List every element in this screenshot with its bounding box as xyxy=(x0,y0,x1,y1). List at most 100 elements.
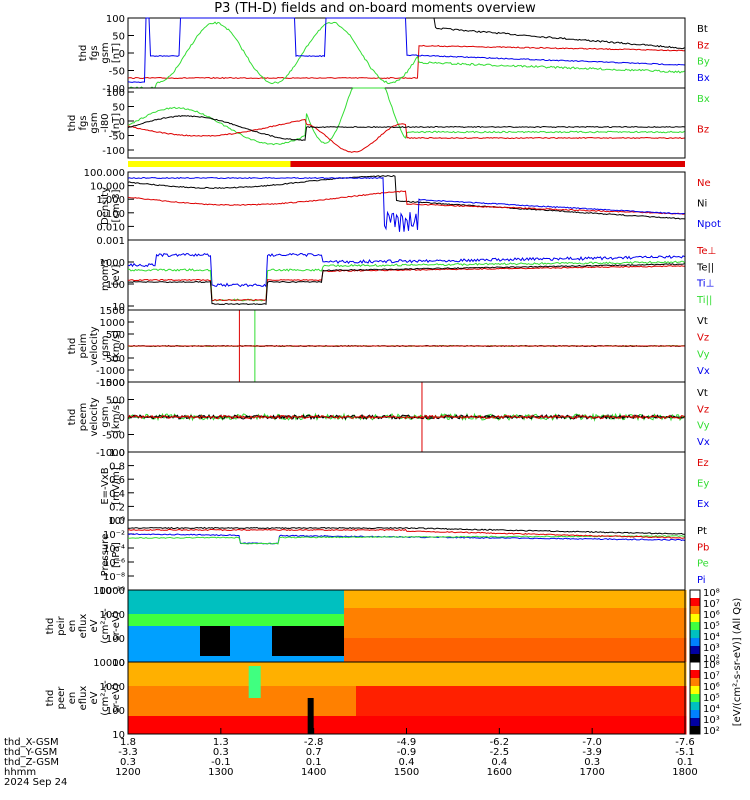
heatmap-cell xyxy=(374,674,381,681)
heatmap-cell xyxy=(650,620,657,627)
heatmap-cell xyxy=(626,602,633,609)
heatmap-cell xyxy=(626,728,633,735)
heatmap-cell xyxy=(308,626,315,633)
heatmap-cell xyxy=(212,638,219,645)
heatmap-cell xyxy=(374,602,381,609)
y-axis-label: sr-eV) xyxy=(111,611,122,640)
heatmap-cell xyxy=(386,590,393,597)
heatmap-cell xyxy=(518,608,525,615)
y-axis-label: sr-eV) xyxy=(111,683,122,712)
heatmap-cell xyxy=(140,626,147,633)
y-axis-label: [nPa] xyxy=(111,542,122,568)
heatmap-cell xyxy=(302,590,309,597)
heatmap-cell xyxy=(596,656,603,663)
heatmap-cell xyxy=(248,698,255,705)
heatmap-cell xyxy=(560,722,567,729)
heatmap-cell xyxy=(506,716,513,723)
heatmap-cell xyxy=(206,692,213,699)
heatmap-cell xyxy=(212,722,219,729)
heatmap-cell xyxy=(440,644,447,651)
heatmap-cell xyxy=(308,668,315,675)
heatmap-cell xyxy=(524,608,531,615)
heatmap-cell xyxy=(548,710,555,717)
heatmap-cell xyxy=(266,644,273,651)
heatmap-cell xyxy=(620,632,627,639)
heatmap-cell xyxy=(314,620,321,627)
heatmap-cell xyxy=(134,704,141,711)
x-row-label-0: thd_X-GSM xyxy=(4,737,59,748)
heatmap-cell xyxy=(494,632,501,639)
heatmap-cell xyxy=(236,698,243,705)
heatmap-cell xyxy=(632,614,639,621)
heatmap-cell xyxy=(602,704,609,711)
heatmap-cell xyxy=(236,638,243,645)
heatmap-cell xyxy=(188,596,195,603)
heatmap-cell xyxy=(128,620,135,627)
heatmap-cell xyxy=(212,644,219,651)
heatmap-cell xyxy=(320,704,327,711)
heatmap-cell xyxy=(272,728,279,735)
heatmap-cell xyxy=(218,710,225,717)
heatmap-cell xyxy=(206,716,213,723)
heatmap-cell xyxy=(638,596,645,603)
heatmap-cell xyxy=(620,716,627,723)
heatmap-cell xyxy=(386,674,393,681)
heatmap-cell xyxy=(134,620,141,627)
heatmap-cell xyxy=(572,596,579,603)
heatmap-cell xyxy=(260,626,267,633)
colorbar-tick: 10⁵ xyxy=(703,693,720,704)
heatmap-cell xyxy=(302,656,309,663)
heatmap-cell xyxy=(152,656,159,663)
heatmap-cell xyxy=(542,632,549,639)
heatmap-cell xyxy=(518,674,525,681)
heatmap-cell xyxy=(170,722,177,729)
heatmap-cell xyxy=(428,590,435,597)
heatmap-cell xyxy=(224,650,231,657)
heatmap-cell xyxy=(476,710,483,717)
heatmap-cell xyxy=(428,596,435,603)
heatmap-cell xyxy=(668,650,675,657)
heatmap-cell xyxy=(362,632,369,639)
heatmap-cell xyxy=(494,650,501,657)
heatmap-cell xyxy=(428,680,435,687)
y-tick-label: -100 xyxy=(102,146,125,157)
heatmap-cell xyxy=(368,614,375,621)
heatmap-cell xyxy=(674,716,681,723)
heatmap-cell xyxy=(590,686,597,693)
heatmap-cell xyxy=(602,614,609,621)
heatmap-cell xyxy=(176,638,183,645)
heatmap-cell xyxy=(404,716,411,723)
heatmap-cell xyxy=(152,590,159,597)
heatmap-cell xyxy=(248,614,255,621)
heatmap-cell xyxy=(302,692,309,699)
heatmap-cell xyxy=(434,614,441,621)
heatmap-cell xyxy=(536,602,543,609)
panel-frame xyxy=(127,171,686,241)
heatmap-cell xyxy=(554,662,561,669)
heatmap-cell xyxy=(422,716,429,723)
heatmap-cell xyxy=(416,716,423,723)
heatmap-cell xyxy=(404,626,411,633)
y-tick-label: 100 xyxy=(106,706,125,717)
heatmap-cell xyxy=(134,650,141,657)
heatmap-cell xyxy=(452,656,459,663)
heatmap-cell xyxy=(674,698,681,705)
heatmap-cell xyxy=(338,722,345,729)
heatmap-cell xyxy=(614,650,621,657)
heatmap-cell xyxy=(206,686,213,693)
heatmap-cell xyxy=(266,680,273,687)
heatmap-cell xyxy=(176,632,183,639)
heatmap-cell xyxy=(476,698,483,705)
y-tick-label: 10⁻⁴ xyxy=(103,544,125,555)
heatmap-cell xyxy=(494,590,501,597)
heatmap-cell xyxy=(158,608,165,615)
heatmap-cell xyxy=(638,704,645,711)
heatmap-cell xyxy=(326,716,333,723)
heatmap-cell xyxy=(158,692,165,699)
heatmap-cell xyxy=(158,716,165,723)
heatmap-cell xyxy=(332,644,339,651)
heatmap-cell xyxy=(512,710,519,717)
heatmap-cell xyxy=(644,602,651,609)
heatmap-cell xyxy=(464,620,471,627)
heatmap-cell xyxy=(176,650,183,657)
